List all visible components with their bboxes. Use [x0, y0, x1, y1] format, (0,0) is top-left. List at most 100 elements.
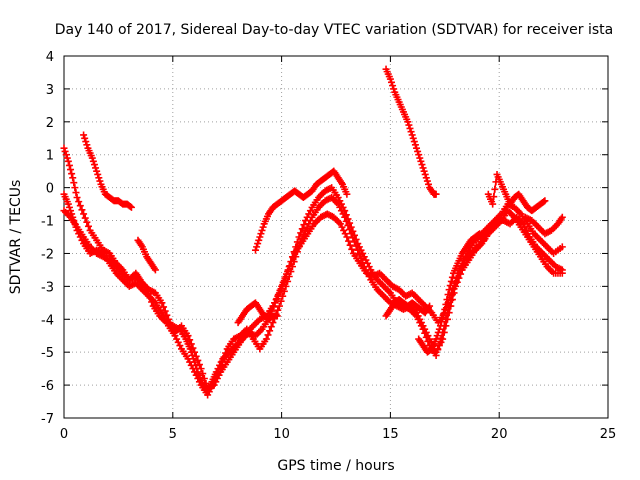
data-point: [90, 161, 98, 169]
data-point: [414, 147, 422, 155]
data-point: [189, 344, 197, 352]
data-point: [352, 235, 360, 243]
y-tick-label: -5: [41, 346, 54, 361]
data-point: [346, 219, 354, 227]
data-point: [69, 174, 77, 182]
data-point: [60, 144, 68, 152]
data-point: [344, 215, 352, 223]
data-point: [284, 268, 292, 276]
data-point: [558, 213, 566, 221]
data-point: [127, 203, 135, 211]
data-point: [186, 336, 194, 344]
data-point: [290, 248, 298, 256]
data-point: [158, 299, 166, 307]
data-point: [82, 138, 90, 146]
data-point: [277, 285, 285, 293]
data-point: [282, 272, 290, 280]
data-point: [266, 327, 274, 335]
data-point: [197, 365, 205, 373]
data-point: [406, 124, 414, 132]
data-point: [444, 291, 452, 299]
data-point: [432, 335, 440, 343]
series-s12: [134, 236, 159, 274]
y-axis-label: SDTVAR / TECUs: [8, 180, 24, 295]
data-point: [67, 166, 75, 174]
data-point: [96, 177, 104, 185]
data-point: [452, 279, 460, 287]
data-point: [262, 335, 270, 343]
x-tick-label: 0: [60, 427, 68, 442]
data-point: [285, 263, 293, 271]
y-tick-label: -2: [41, 247, 54, 262]
data-point: [83, 218, 91, 226]
data-point: [256, 233, 264, 241]
data-point: [441, 305, 449, 313]
series-s8: [382, 296, 434, 320]
y-tick-label: -6: [41, 379, 54, 394]
data-point: [434, 328, 442, 336]
data-point: [88, 154, 96, 162]
data-point: [424, 180, 432, 188]
data-point: [411, 141, 419, 149]
data-point: [292, 243, 300, 251]
data-point: [298, 225, 306, 233]
data-point: [432, 351, 440, 359]
data-point: [64, 157, 72, 165]
data-point: [61, 147, 69, 155]
data-point: [419, 164, 427, 172]
data-point: [202, 379, 210, 387]
series-s9: [415, 230, 488, 356]
data-point: [346, 241, 354, 249]
data-point: [438, 318, 446, 326]
data-point: [436, 322, 444, 330]
data-point: [445, 286, 453, 294]
data-point: [421, 170, 429, 178]
data-point: [287, 258, 295, 266]
y-tick-label: -1: [41, 215, 54, 230]
data-point: [255, 236, 263, 244]
data-point: [491, 185, 499, 193]
data-point: [434, 346, 442, 354]
data-point: [558, 269, 566, 277]
data-point: [65, 203, 73, 211]
data-point: [413, 144, 421, 152]
data-point: [387, 78, 395, 86]
series-s5: [382, 65, 440, 198]
data-point: [222, 349, 230, 357]
data-point: [446, 282, 454, 290]
data-point: [341, 207, 349, 215]
data-point: [251, 246, 259, 254]
data-point: [72, 189, 80, 197]
data-point: [80, 210, 88, 218]
y-tick-label: 1: [46, 149, 54, 164]
y-tick-labels: -7 -6 -5 -4 -3 -2 -1 0 1 2 3 4: [41, 50, 54, 427]
x-tick-label: 5: [169, 427, 177, 442]
x-axis-label: GPS time / hours: [277, 458, 394, 474]
data-point: [81, 134, 89, 142]
data-point: [420, 167, 428, 175]
data-point: [343, 233, 351, 241]
data-point: [447, 277, 455, 285]
data-point: [277, 297, 285, 305]
data-point: [163, 311, 171, 319]
data-point: [348, 245, 356, 253]
y-tick-label: 0: [46, 182, 54, 197]
data-point: [95, 174, 103, 182]
x-tick-label: 15: [382, 427, 399, 442]
data-series: [60, 65, 566, 399]
data-point: [75, 198, 83, 206]
data-point: [71, 184, 79, 192]
data-point: [284, 277, 292, 285]
data-point: [259, 223, 267, 231]
data-point: [343, 190, 351, 198]
series-s6: [251, 167, 351, 254]
data-point: [199, 370, 207, 378]
data-point: [490, 193, 498, 201]
data-point: [80, 131, 88, 139]
data-point: [295, 233, 303, 241]
data-point: [437, 334, 445, 342]
data-point: [432, 190, 440, 198]
data-point: [297, 239, 305, 247]
data-point: [386, 75, 394, 83]
